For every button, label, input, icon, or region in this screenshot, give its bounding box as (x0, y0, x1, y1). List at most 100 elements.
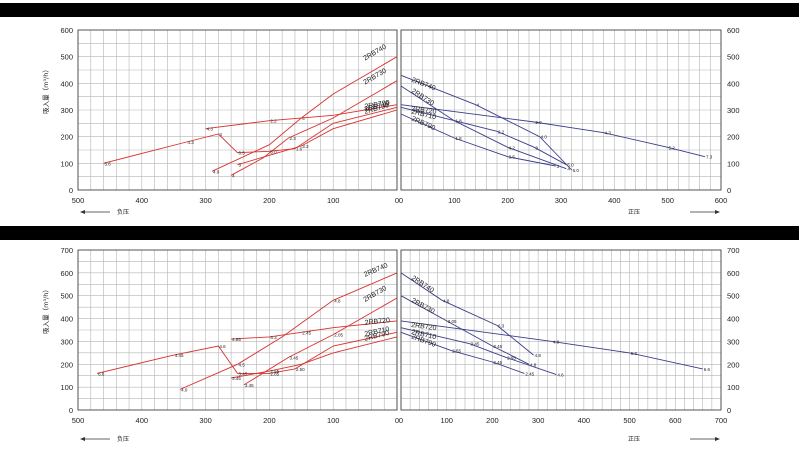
left-x-tick-label: 0 (395, 416, 399, 425)
right-series-label: 2RB720 (411, 322, 437, 332)
right-x-tick-label: 100 (448, 196, 461, 205)
y-tick-label-right: 300 (727, 106, 740, 115)
y-tick-label-left: 100 (60, 159, 73, 168)
y-tick-label-right: 0 (727, 186, 731, 195)
data-point-label: 4.5 (239, 362, 246, 367)
data-point-label: 4.8 (334, 298, 341, 303)
right-series-2rb790-line (400, 331, 525, 374)
data-point-label: 4 (232, 173, 235, 178)
data-point-label: 4.6 (557, 373, 564, 378)
pos-pressure-label: 正压 (628, 209, 640, 216)
left-x-tick-label: 200 (263, 196, 276, 205)
data-point-label: 3.45 (232, 376, 241, 381)
pos-arrow-head (715, 210, 720, 214)
data-point-label: 4 (477, 103, 480, 108)
data-point-label: 3 (557, 164, 560, 169)
y-tick-label-left: 200 (60, 133, 73, 142)
right-x-tick-label: 200 (501, 196, 514, 205)
data-point-label: 2.50 (296, 367, 305, 372)
right-series-2rb720-line (400, 320, 703, 370)
y-tick-label-left: 100 (60, 383, 73, 392)
right-x-tick-label: 0 (399, 196, 403, 205)
right-series-2rb710-line (400, 106, 567, 166)
middle-black-band (0, 226, 799, 240)
right-series-label: 2RB730 (410, 297, 436, 315)
data-point-label: 2.55 (270, 369, 279, 374)
right-x-tick-label: 300 (532, 416, 545, 425)
data-point-label: 4.8 (443, 298, 450, 303)
data-point-label: 4.45 (175, 353, 184, 358)
y-tick-label-right: 600 (727, 269, 740, 278)
y-tick-label-left: 600 (60, 269, 73, 278)
y-tick-label-left: 400 (60, 315, 73, 324)
data-point-label: 6.3 (270, 335, 277, 340)
data-point-label: 4.85 (232, 337, 241, 342)
data-point-label: 2.95 (507, 355, 516, 360)
y-tick-label-right: 200 (727, 133, 740, 142)
y-tick-label-right: 100 (727, 383, 740, 392)
y-tick-label-left: 500 (60, 292, 73, 301)
data-point-label: 3.05 (448, 319, 457, 324)
data-point-label: 4.3 (187, 140, 194, 145)
right-x-tick-label: 600 (715, 196, 728, 205)
data-point-label: 3.3 (302, 144, 309, 149)
pos-pressure-label: 正压 (628, 436, 640, 443)
right-x-tick-label: 0 (399, 416, 403, 425)
data-point-label: 3.45 (245, 383, 254, 388)
y-tick-label-right: 600 (727, 26, 740, 35)
right-x-tick-label: 100 (440, 416, 453, 425)
right-series-label: 2RB740 (410, 275, 435, 295)
left-x-tick-label: 300 (199, 196, 212, 205)
data-point-label: 5.0 (567, 163, 574, 168)
data-point-label: 3.45 (493, 344, 502, 349)
right-series-2rb730-line (400, 295, 530, 365)
data-point-label: 4 (302, 116, 305, 121)
left-x-tick-label: 500 (72, 196, 85, 205)
data-point-label: 1.6 (296, 147, 303, 152)
y-tick-label-right: 300 (727, 337, 740, 346)
right-series-2rb710-line (400, 327, 557, 376)
right-x-tick-label: 400 (608, 196, 621, 205)
left-series-label: 2RB740 (363, 262, 389, 278)
y-tick-label-right: 200 (727, 360, 740, 369)
y-tick-label-left: 500 (60, 53, 73, 62)
right-panel-frame (400, 249, 722, 411)
data-point-label: 2.05 (334, 333, 343, 338)
right-panel-frame (400, 29, 722, 191)
data-point-label: 3.45 (471, 342, 480, 347)
left-series-2rb790-line (237, 109, 398, 166)
data-point-label: 6.6 (704, 367, 711, 372)
right-x-tick-label: 500 (623, 416, 636, 425)
data-point-label: 4.0 (213, 169, 220, 174)
right-series-2rb740-line (400, 272, 534, 356)
data-point-label: 3 (239, 163, 242, 168)
right-x-tick-label: 600 (669, 416, 682, 425)
data-point-label: 4.2 (509, 145, 516, 150)
data-point-label: 3 (219, 132, 222, 137)
left-x-tick-label: 200 (263, 416, 276, 425)
right-x-tick-label: 300 (555, 196, 568, 205)
left-series-2rb720-line (231, 320, 398, 340)
left-series-2rb730-line (230, 80, 398, 176)
neg-arrow-head (80, 437, 85, 441)
y-axis-label: 吸入量（m³/h） (42, 66, 50, 114)
y-tick-label-left: 0 (69, 406, 73, 415)
y-tick-label-right: 100 (727, 159, 740, 168)
left-x-tick-label: 100 (327, 416, 340, 425)
data-point-label: 2.55 (452, 349, 461, 354)
left-x-tick-label: 100 (327, 196, 340, 205)
neg-arrow-head (80, 210, 85, 214)
data-point-label: 4.0 (181, 387, 188, 392)
data-point-label: 5.6 (105, 161, 112, 166)
right-series-2rb720-line (400, 104, 706, 158)
left-x-tick-label: 0 (395, 196, 399, 205)
left-x-tick-label: 300 (199, 416, 212, 425)
left-x-tick-label: 500 (72, 416, 85, 425)
right-x-tick-label: 700 (715, 416, 728, 425)
data-point-label: 5.2 (669, 145, 676, 150)
y-tick-label-left: 600 (60, 26, 73, 35)
right-series-label: 2RB720 (411, 106, 437, 116)
data-point-label: 4.3 (207, 127, 214, 132)
left-series-label: 2RB720 (364, 317, 390, 327)
data-point-label: 3.45 (290, 355, 299, 360)
